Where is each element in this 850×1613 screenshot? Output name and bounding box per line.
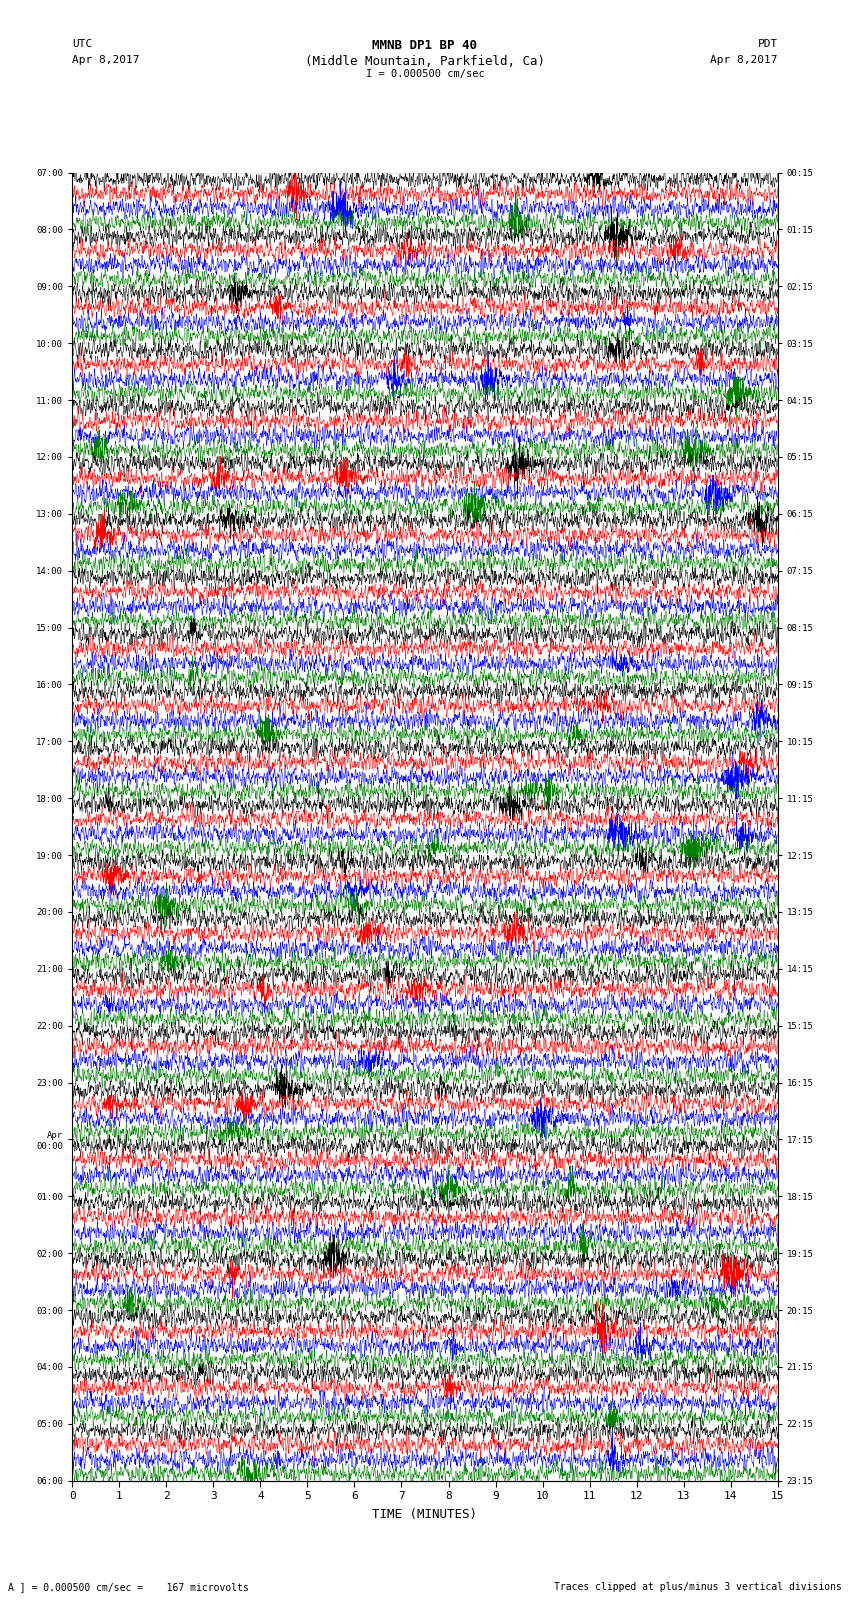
Text: Traces clipped at plus/minus 3 vertical divisions: Traces clipped at plus/minus 3 vertical … xyxy=(553,1582,842,1592)
X-axis label: TIME (MINUTES): TIME (MINUTES) xyxy=(372,1508,478,1521)
Text: PDT: PDT xyxy=(757,39,778,48)
Text: A ] = 0.000500 cm/sec =    167 microvolts: A ] = 0.000500 cm/sec = 167 microvolts xyxy=(8,1582,249,1592)
Text: Apr 8,2017: Apr 8,2017 xyxy=(711,55,778,65)
Text: UTC: UTC xyxy=(72,39,93,48)
Text: Apr 8,2017: Apr 8,2017 xyxy=(72,55,139,65)
Text: I = 0.000500 cm/sec: I = 0.000500 cm/sec xyxy=(366,69,484,79)
Text: (Middle Mountain, Parkfield, Ca): (Middle Mountain, Parkfield, Ca) xyxy=(305,55,545,68)
Text: MMNB DP1 BP 40: MMNB DP1 BP 40 xyxy=(372,39,478,52)
